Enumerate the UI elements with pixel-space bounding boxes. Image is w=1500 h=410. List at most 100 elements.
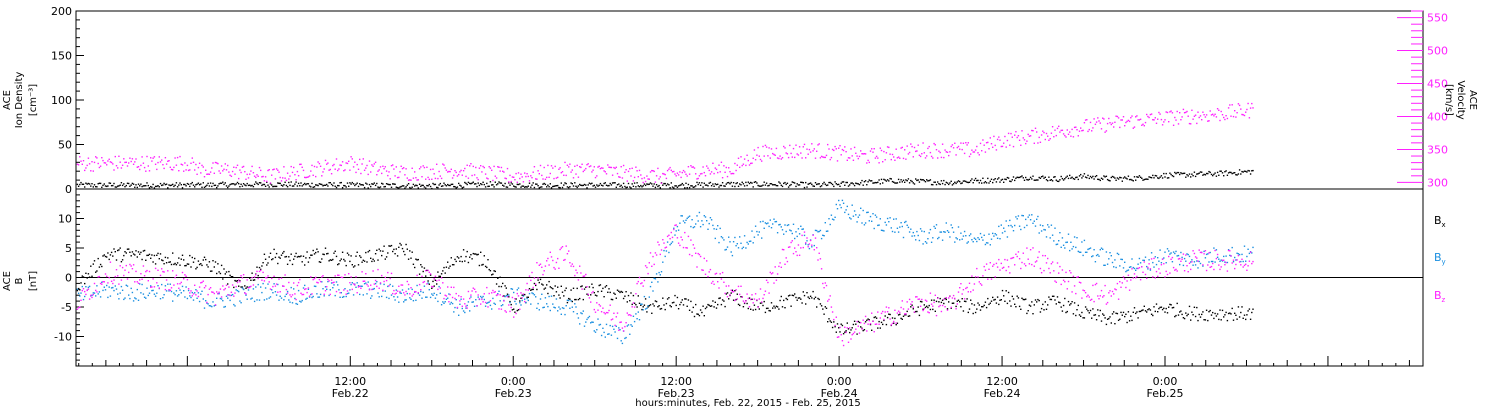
bx-point [882,323,884,326]
velocity-point [420,166,422,168]
bx-point [387,252,389,254]
by-point [697,220,699,222]
velocity-point [959,148,961,150]
bx-point [345,264,347,267]
velocity-point [757,146,759,149]
velocity-point [521,176,523,178]
bx-point [668,297,670,299]
bx-point [1218,318,1220,321]
by-point [359,293,361,296]
density-point [1154,174,1156,177]
density-point [1194,175,1197,178]
density-point [352,183,355,185]
bz-point [921,298,923,301]
bz-point [765,279,768,281]
by-point [148,292,151,294]
by-point [767,222,769,224]
velocity-point [728,167,730,169]
density-point [143,185,146,187]
density-point [825,184,828,187]
bz-point [824,282,826,284]
by-point [675,230,677,232]
bx-point [719,297,721,299]
by-point [930,241,933,243]
bx-point [236,280,239,282]
density-point [395,186,397,188]
bz-point [245,293,247,295]
velocity-point [1108,117,1110,120]
velocity-point [593,166,595,168]
by-point [651,281,653,283]
by-point [751,230,753,232]
bx-point [912,308,914,310]
velocity-point [500,166,503,169]
bz-point [915,296,917,298]
velocity-point [976,145,978,148]
bz-point [191,295,193,297]
velocity-point [902,157,905,160]
by-point [115,288,118,290]
by-point [591,321,593,323]
by-point [797,228,800,230]
bz-point [802,246,804,249]
density-point [1020,176,1022,178]
bz-point [134,281,136,283]
velocity-point [445,169,448,171]
velocity-point [191,157,193,159]
bx-point [1249,318,1252,320]
bz-point [839,326,841,329]
by-point [173,292,175,294]
top-right-tick-label: 350 [1427,143,1448,156]
bx-point [1072,313,1075,315]
by-point [814,229,817,232]
by-point [1218,258,1220,260]
velocity-point [587,163,589,165]
velocity-point [981,150,983,152]
velocity-point [295,179,297,181]
bz-point [1005,269,1007,272]
bx-point [1031,301,1033,303]
bx-point [1136,311,1138,313]
bx-point [216,272,218,275]
by-point [222,300,224,302]
density-point [411,186,413,188]
velocity-point [1237,103,1240,105]
density-point [253,183,256,185]
bz-point [218,291,220,293]
bz-point [875,323,878,325]
density-point [1234,172,1236,174]
velocity-point [696,178,698,180]
bz-point [297,281,300,284]
density-point [300,182,302,184]
bx-point [691,311,693,313]
bz-point [1172,266,1175,269]
bz-point [405,290,407,293]
density-point [1225,170,1227,172]
bz-point [680,236,682,238]
density-point [1003,181,1005,183]
bz-point [770,273,773,275]
bx-point [620,290,622,293]
bx-point [366,261,368,263]
velocity-point [867,159,869,162]
density-point [899,181,901,183]
bx-point [800,298,802,300]
bx-point [857,320,859,323]
bx-point [1014,303,1016,305]
density-point [1038,176,1040,179]
density-point [521,185,523,187]
density-point [740,184,742,186]
bz-point [1021,261,1023,264]
bx-point [649,304,652,306]
bz-point [893,320,895,323]
bz-point [121,266,124,269]
by-point [1034,225,1037,227]
by-point [341,296,344,298]
density-point [692,186,694,188]
bx-point [1120,311,1122,314]
bz-point [447,286,449,288]
bx-point [1087,310,1089,312]
density-point [1064,178,1066,180]
velocity-point [912,156,914,158]
by-point [102,289,104,292]
